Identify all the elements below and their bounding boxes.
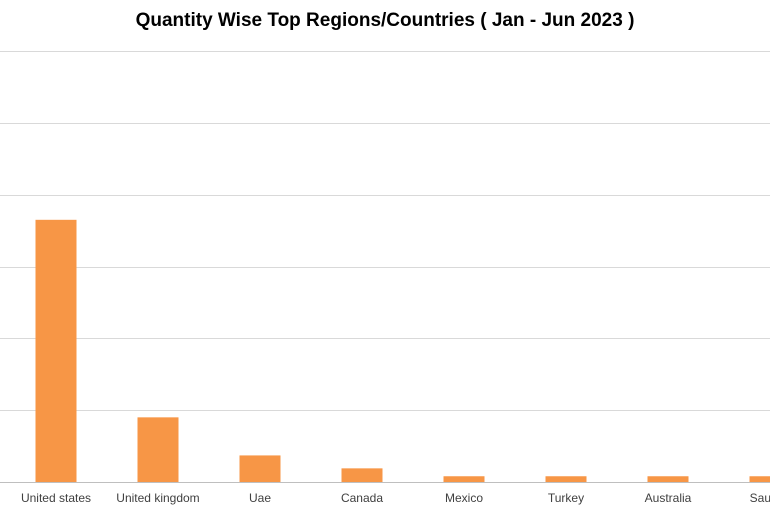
x-tick-label: United kingdom [116, 491, 199, 505]
x-tick-label: Mexico [445, 491, 483, 505]
bar-turkey [545, 476, 587, 482]
chart-title: Quantity Wise Top Regions/Countries ( Ja… [135, 10, 635, 31]
bar-uae [239, 455, 281, 482]
x-tick-label: Canada [341, 491, 383, 505]
x-tick-label: Uae [249, 491, 271, 505]
bar-saudi-a [749, 476, 770, 482]
bar-united-states [35, 219, 77, 482]
x-tick-label: Turkey [548, 491, 584, 505]
bar-mexico [443, 476, 485, 482]
bar-canada [341, 468, 383, 482]
x-tick-label: Australia [645, 491, 692, 505]
bar-united-kingdom [137, 417, 179, 482]
x-tick-label: Saudi a [750, 491, 770, 505]
bar-australia [647, 476, 689, 482]
x-tick-label: United states [21, 491, 91, 505]
